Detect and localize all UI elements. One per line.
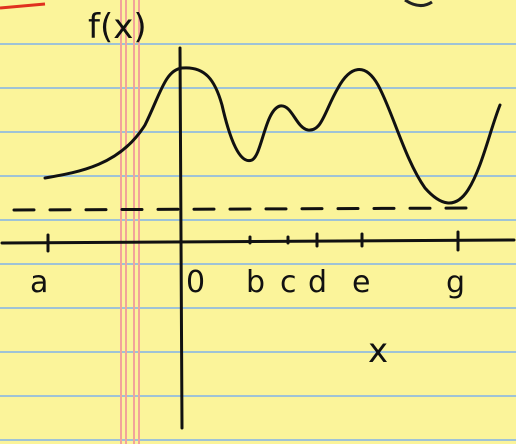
- tick-label: c: [280, 265, 297, 300]
- x-axis-label: x: [368, 331, 388, 371]
- tick-label: e: [352, 265, 370, 300]
- tick-label: b: [246, 265, 265, 300]
- tick-label: d: [308, 265, 327, 300]
- paper: [0, 0, 516, 444]
- tick-label: 0: [186, 265, 205, 300]
- sketch: f(x) x a 0 b c d e g: [0, 0, 516, 444]
- y-axis-label: f(x): [88, 7, 147, 47]
- tick-label: g: [446, 265, 465, 300]
- tick-label: a: [30, 265, 48, 300]
- y-axis: [180, 48, 182, 428]
